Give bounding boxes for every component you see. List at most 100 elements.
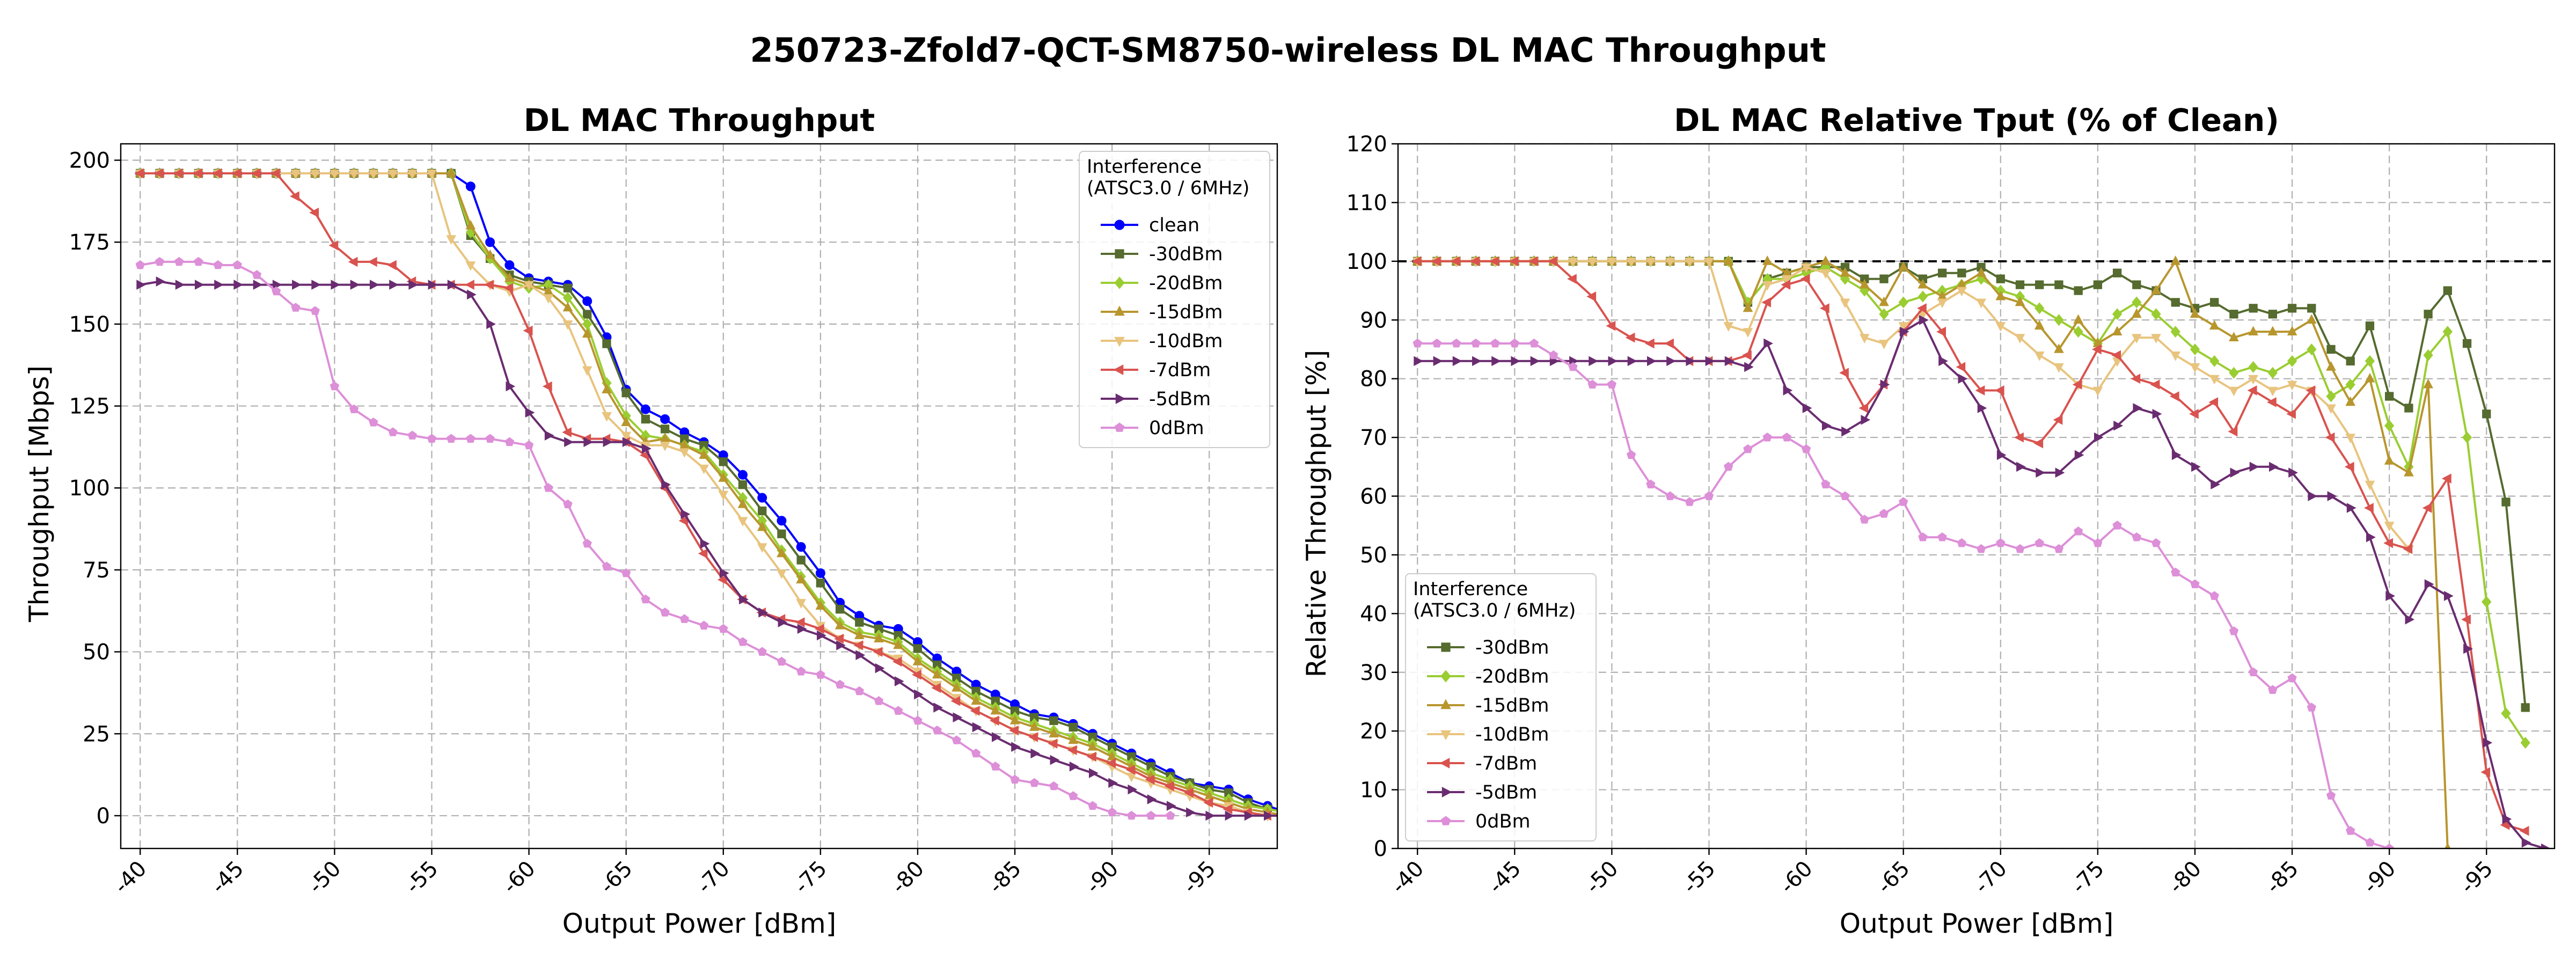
data-point bbox=[232, 260, 242, 269]
data-point bbox=[1801, 444, 1811, 453]
data-point bbox=[2462, 431, 2472, 444]
data-point bbox=[155, 257, 165, 266]
data-point bbox=[1282, 811, 1290, 820]
data-point bbox=[2384, 420, 2395, 432]
data-point bbox=[467, 289, 477, 300]
data-point bbox=[795, 617, 805, 627]
data-point bbox=[1956, 287, 1967, 297]
data-point bbox=[1223, 804, 1233, 815]
data-point bbox=[2384, 392, 2394, 401]
data-point bbox=[1302, 810, 1311, 821]
data-point bbox=[874, 633, 884, 642]
data-point bbox=[855, 650, 866, 661]
legend-entry: -10dBm bbox=[1427, 724, 1549, 745]
legend-marker bbox=[1114, 276, 1125, 289]
data-point bbox=[2072, 379, 2082, 390]
data-point bbox=[1089, 768, 1099, 778]
data-point bbox=[641, 414, 650, 424]
data-point bbox=[582, 328, 592, 338]
data-point bbox=[660, 608, 670, 617]
legend-label: -7dBm bbox=[1475, 753, 1537, 774]
data-point bbox=[2074, 450, 2084, 460]
data-point bbox=[251, 168, 261, 179]
data-point bbox=[407, 430, 417, 440]
data-point bbox=[991, 762, 1000, 771]
data-point bbox=[2520, 737, 2530, 749]
data-point bbox=[1283, 808, 1291, 816]
relative-tput-legend: Interference(ATSC3.0 / 6MHz) -30dBm -20dBm… bbox=[1405, 573, 1597, 841]
data-point bbox=[2268, 685, 2278, 694]
data-point bbox=[718, 491, 729, 501]
data-point bbox=[446, 235, 457, 245]
data-point bbox=[2385, 591, 2395, 601]
x-tick-label: -70 bbox=[692, 857, 735, 899]
data-point bbox=[272, 286, 281, 296]
data-point bbox=[1106, 758, 1116, 769]
legend-label: 0dBm bbox=[1149, 418, 1204, 439]
data-point bbox=[778, 617, 788, 627]
y-tick-label: 70 bbox=[1360, 426, 1387, 450]
data-point bbox=[660, 414, 670, 424]
legend-marker bbox=[1440, 670, 1451, 683]
legend-marker bbox=[1441, 787, 1452, 797]
data-point bbox=[931, 683, 941, 693]
data-point bbox=[2015, 334, 2025, 343]
y-tick-label: 200 bbox=[69, 149, 110, 173]
series--7dBm bbox=[1411, 256, 2529, 836]
data-point bbox=[1283, 808, 1292, 817]
data-point bbox=[1899, 326, 1909, 337]
data-point bbox=[1841, 426, 1851, 437]
y-tick-label: 40 bbox=[1360, 602, 1387, 626]
data-point bbox=[1302, 811, 1311, 819]
data-point bbox=[1705, 356, 1715, 367]
data-point bbox=[2327, 491, 2337, 501]
data-point bbox=[2016, 462, 2026, 472]
data-point bbox=[835, 619, 845, 630]
data-point bbox=[136, 280, 147, 290]
series-0dBm bbox=[1413, 338, 2394, 848]
x-tick-label: -65 bbox=[1872, 857, 1915, 899]
data-point bbox=[894, 706, 903, 715]
data-point bbox=[1107, 751, 1117, 760]
data-point bbox=[2209, 320, 2220, 330]
data-point bbox=[212, 168, 222, 179]
x-tick-label: -60 bbox=[498, 857, 540, 899]
data-point bbox=[583, 310, 592, 319]
y-tick-label: 25 bbox=[83, 722, 110, 747]
data-point bbox=[1918, 279, 1928, 289]
data-point bbox=[990, 715, 999, 726]
data-point bbox=[153, 168, 164, 179]
data-point bbox=[1880, 379, 1890, 390]
data-point bbox=[2326, 791, 2336, 800]
legend-label: -20dBm bbox=[1149, 273, 1223, 294]
data-point bbox=[777, 529, 786, 538]
data-point bbox=[1994, 385, 2004, 396]
data-point bbox=[2248, 361, 2258, 373]
data-point bbox=[1858, 403, 1869, 413]
data-point bbox=[2247, 385, 2257, 396]
data-point bbox=[719, 568, 729, 579]
data-point bbox=[1625, 332, 1635, 343]
data-point bbox=[562, 302, 573, 312]
data-point bbox=[1607, 258, 1617, 267]
data-point bbox=[2482, 409, 2491, 419]
data-point bbox=[466, 434, 475, 443]
data-point bbox=[1762, 432, 1772, 442]
data-point bbox=[1009, 715, 1020, 724]
x-tick-label: -65 bbox=[595, 857, 638, 899]
relative-tput-chart-title: DL MAC Relative Tput (% of Clean) bbox=[1674, 102, 2279, 138]
data-point bbox=[1530, 356, 1540, 367]
data-point bbox=[2112, 268, 2122, 277]
data-point bbox=[427, 434, 437, 443]
y-tick-label: 80 bbox=[1360, 367, 1387, 392]
legend-marker bbox=[1114, 422, 1125, 432]
data-point bbox=[1529, 338, 1539, 348]
data-point bbox=[2404, 466, 2414, 477]
legend-marker bbox=[1115, 249, 1124, 259]
data-point bbox=[894, 676, 904, 686]
x-tick-label: -40 bbox=[109, 857, 152, 899]
data-point bbox=[1936, 326, 1946, 337]
data-point bbox=[2521, 703, 2530, 712]
data-point bbox=[543, 294, 554, 304]
legend-entry: -5dBm bbox=[1101, 389, 1211, 410]
